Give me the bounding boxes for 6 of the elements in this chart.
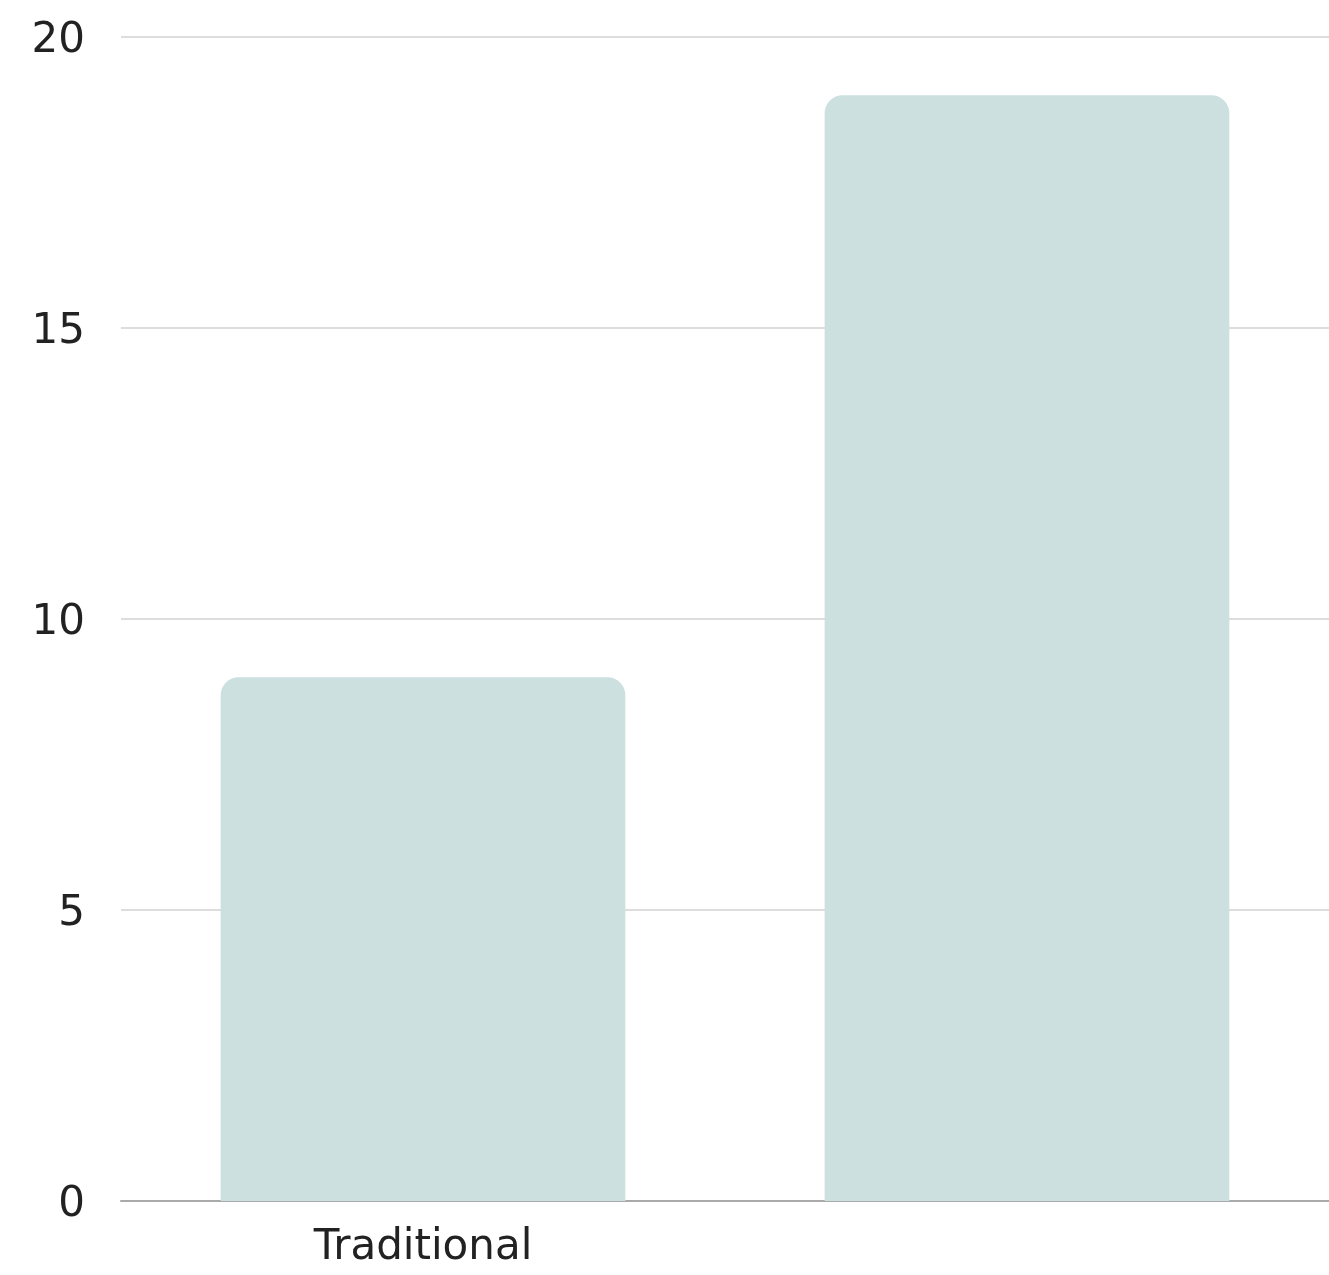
y-tick-label: 15 <box>31 303 85 353</box>
y-tick-label: 10 <box>31 594 85 644</box>
x-tick-label: Traditional <box>312 1219 533 1269</box>
y-tick-label: 20 <box>31 12 85 62</box>
y-tick-label: 5 <box>58 885 85 935</box>
y-tick-label: 0 <box>58 1176 85 1226</box>
